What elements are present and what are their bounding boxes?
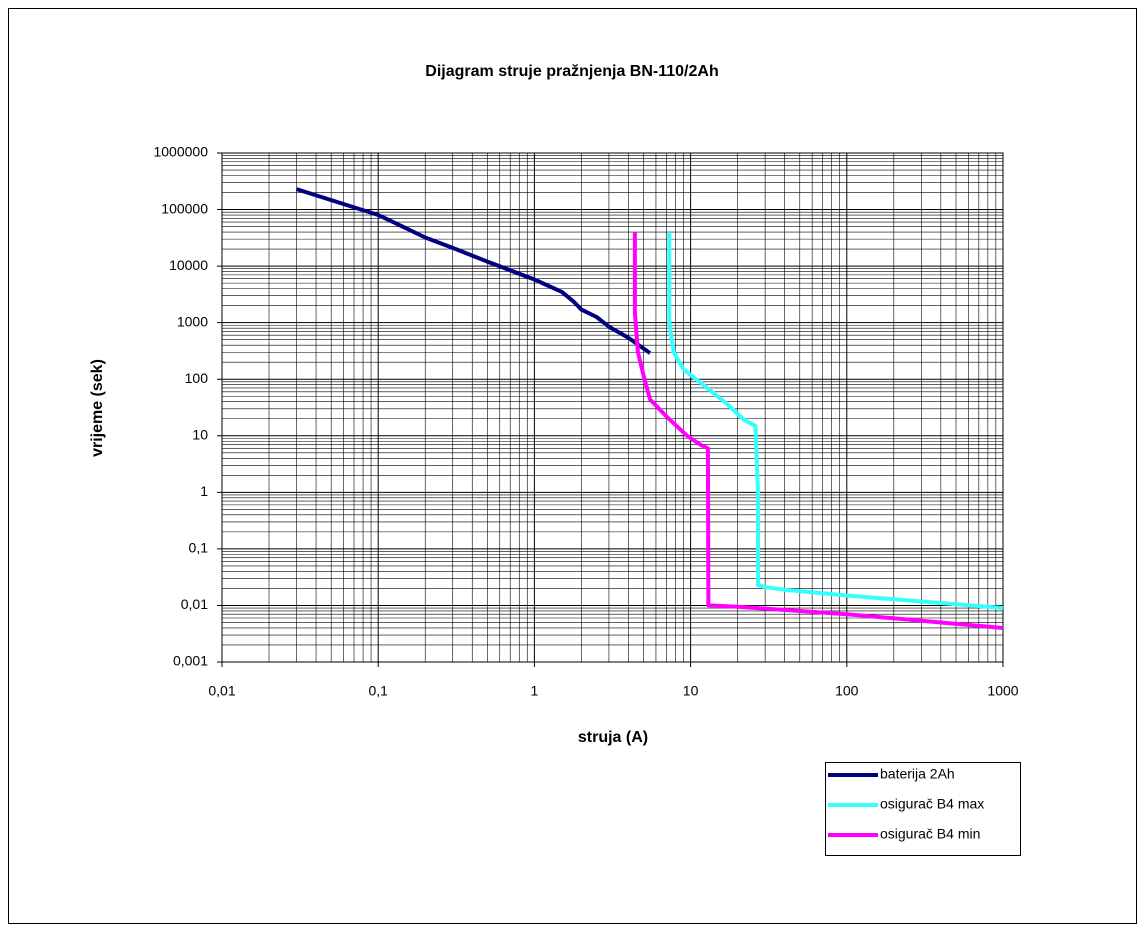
x-tick-label: 1000 [987,683,1018,699]
chart-title: Dijagram struje pražnjenja BN-110/2Ah [425,63,718,80]
y-tick-label: 1000 [177,313,208,329]
y-tick-label: 100 [185,370,209,386]
legend-label: osigurač B4 min [880,826,980,842]
y-tick-label: 100000 [161,200,208,216]
legend-box [825,762,1021,856]
y-tick-label: 0,001 [173,653,208,669]
series-line [295,187,652,355]
plot-lines [295,187,1004,630]
y-tick-label: 1000000 [153,144,208,160]
grid [217,152,1004,667]
x-axis-label: struja (A) [578,729,648,746]
x-tick-label: 100 [835,683,859,699]
y-axis-label: vrijeme (sek) [89,359,106,457]
plot-border [221,152,1004,663]
x-tick-label: 0,01 [208,683,235,699]
legend-label: baterija 2Ah [880,766,955,782]
x-tick-label: 1 [531,683,539,699]
series-line [632,232,1004,630]
plot-area [222,153,1003,662]
y-tick-label: 0,01 [181,596,208,612]
series-line [667,232,1004,610]
legend-label: osigurač B4 max [880,796,984,812]
x-tick-label: 0,1 [368,683,388,699]
x-tick-label: 10 [683,683,699,699]
y-tick-label: 10 [192,426,208,442]
y-tick-label: 10000 [169,257,208,273]
y-tick-label: 1 [200,483,208,499]
y-tick-label: 0,1 [189,540,209,556]
